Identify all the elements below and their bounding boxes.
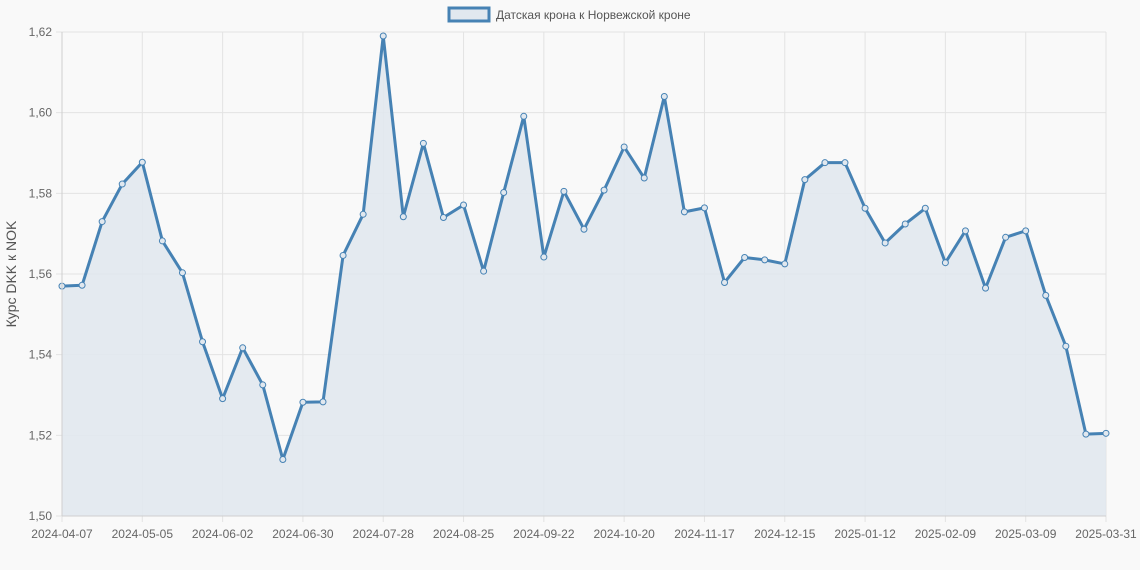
data-point xyxy=(239,344,247,352)
legend-label: Датская крона к Норвежской кроне xyxy=(496,8,691,22)
data-point xyxy=(801,176,809,184)
y-tick-label: 1,50 xyxy=(29,509,53,523)
y-tick-label: 1,52 xyxy=(29,428,53,442)
data-point xyxy=(339,251,347,259)
data-point xyxy=(982,284,990,292)
x-tick-label: 2025-01-12 xyxy=(834,527,896,541)
data-point xyxy=(941,259,949,267)
data-point xyxy=(660,93,668,101)
data-point xyxy=(841,159,849,167)
data-point xyxy=(98,218,106,226)
x-tick-label: 2025-02-09 xyxy=(915,527,977,541)
data-point xyxy=(921,204,929,212)
y-tick-label: 1,60 xyxy=(29,106,53,120)
data-point xyxy=(560,187,568,195)
data-point xyxy=(600,186,608,194)
data-point xyxy=(78,281,86,289)
data-point xyxy=(1022,227,1030,235)
x-tick-label: 2024-06-30 xyxy=(272,527,334,541)
data-point xyxy=(961,227,969,235)
data-point xyxy=(721,278,729,286)
data-point xyxy=(1042,291,1050,299)
series-area xyxy=(62,36,1106,516)
x-tick-label: 2024-10-20 xyxy=(593,527,655,541)
data-point xyxy=(861,204,869,212)
y-axis: 1,50 1,52 1,54 1,56 1,58 1,60 1,62 xyxy=(29,25,63,523)
data-point xyxy=(901,220,909,228)
data-point xyxy=(460,201,468,209)
legend[interactable]: Датская крона к Норвежской кроне xyxy=(447,6,691,23)
data-point xyxy=(741,253,749,261)
y-tick-label: 1,62 xyxy=(29,25,53,39)
data-point xyxy=(520,112,528,120)
data-point xyxy=(399,213,407,221)
x-tick-label: 2024-06-02 xyxy=(192,527,254,541)
data-point xyxy=(219,395,227,403)
area-fill xyxy=(62,36,1106,516)
data-point xyxy=(580,225,588,233)
data-point xyxy=(259,381,267,389)
data-point xyxy=(439,214,447,222)
x-tick-label: 2024-05-05 xyxy=(112,527,174,541)
x-tick-label: 2024-04-07 xyxy=(31,527,93,541)
data-point xyxy=(199,338,207,346)
data-point xyxy=(118,180,126,188)
y-tick-label: 1,58 xyxy=(29,186,53,200)
data-point xyxy=(178,269,186,277)
x-axis: 2024-04-07 2024-05-05 2024-06-02 2024-06-30… xyxy=(31,515,1137,541)
data-point xyxy=(821,159,829,167)
x-tick-label: 2024-11-17 xyxy=(674,527,735,541)
data-point xyxy=(480,267,488,275)
data-point xyxy=(299,398,307,406)
data-point xyxy=(359,210,367,218)
data-point xyxy=(540,253,548,261)
data-point xyxy=(1002,233,1010,241)
data-point xyxy=(319,398,327,406)
data-point xyxy=(138,158,146,166)
data-point xyxy=(1102,429,1110,437)
data-point xyxy=(640,174,648,182)
x-tick-label: 2024-12-15 xyxy=(754,527,816,541)
x-tick-label: 2025-03-09 xyxy=(995,527,1057,541)
x-tick-label: 2024-08-25 xyxy=(433,527,495,541)
x-tick-label: 2024-09-22 xyxy=(513,527,575,541)
y-axis-title: Курс DKK к NOK xyxy=(3,220,19,327)
data-point xyxy=(279,456,287,464)
data-point xyxy=(158,237,166,245)
data-point xyxy=(761,256,769,264)
y-tick-label: 1,56 xyxy=(29,267,53,281)
data-point xyxy=(500,189,508,197)
data-point xyxy=(1062,342,1070,350)
data-point xyxy=(620,143,628,151)
data-point xyxy=(680,208,688,216)
data-points xyxy=(58,32,1110,464)
data-point xyxy=(781,260,789,268)
data-point xyxy=(881,239,889,247)
data-point xyxy=(700,204,708,212)
data-point xyxy=(419,139,427,147)
x-tick-label: 2025-03-31 xyxy=(1075,527,1137,541)
data-point xyxy=(1082,430,1090,438)
y-tick-label: 1,54 xyxy=(29,348,53,362)
legend-swatch xyxy=(447,6,491,23)
data-point xyxy=(379,32,387,40)
x-tick-label: 2024-07-28 xyxy=(353,527,415,541)
